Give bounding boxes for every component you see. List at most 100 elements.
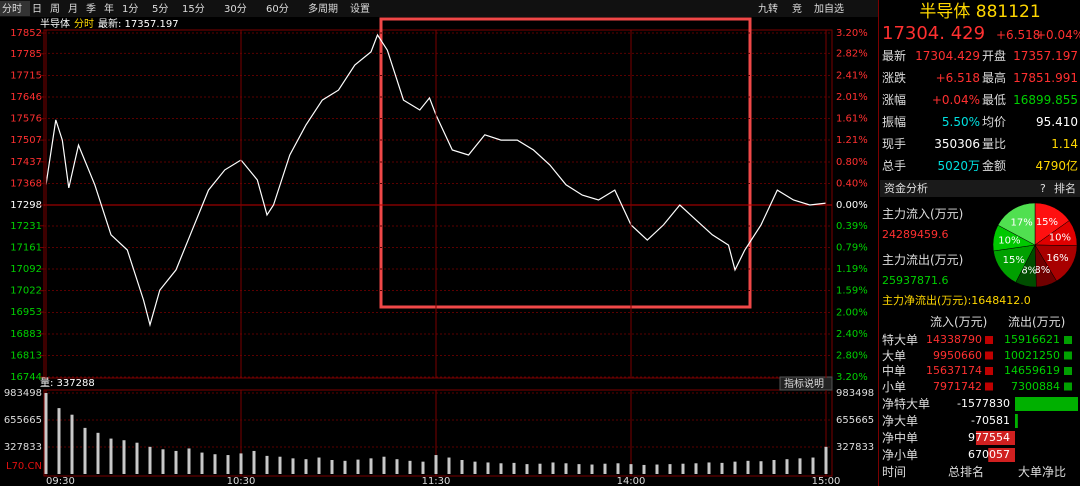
quote-price: 17304. 429 bbox=[882, 23, 986, 44]
indicator-btn[interactable] bbox=[779, 376, 833, 391]
col-header: 流出(万元) bbox=[1008, 315, 1066, 329]
volume-bar bbox=[44, 393, 48, 474]
quote-key: 总手 bbox=[882, 159, 907, 173]
volume-bar bbox=[421, 461, 425, 474]
pie-label: 8% bbox=[1021, 265, 1037, 276]
pie-label: 10% bbox=[1049, 232, 1071, 243]
y2-tick-label: 1.59% bbox=[836, 285, 868, 296]
quote-key: 涨幅 bbox=[882, 93, 907, 107]
outflow-cell: 10021250 bbox=[1004, 348, 1060, 362]
volume-bar bbox=[772, 459, 776, 474]
volume-bar bbox=[811, 457, 815, 474]
y2-tick-label: 0.40% bbox=[836, 179, 868, 190]
outflow-cell: 15916621 bbox=[1004, 333, 1060, 346]
y2-tick-label: 1.19% bbox=[836, 264, 868, 275]
tab[interactable]: 日 bbox=[32, 4, 42, 15]
y-tick-label: 983498 bbox=[4, 388, 42, 399]
quote-value: 1.14 bbox=[1051, 137, 1078, 151]
quote-value: 17357.197 bbox=[1013, 49, 1078, 63]
volume-bar bbox=[226, 455, 230, 474]
row-label: 特大单 bbox=[882, 333, 919, 347]
inflow-label: 主力流入(万元) bbox=[882, 207, 964, 221]
volume-bar bbox=[278, 456, 282, 474]
quote-key: 最高 bbox=[982, 71, 1007, 85]
cell-marker bbox=[985, 351, 993, 360]
y2-tick-label: 0.39% bbox=[836, 221, 868, 232]
volume-bar bbox=[434, 455, 438, 474]
tab[interactable]: 15分 bbox=[182, 3, 205, 15]
tab[interactable]: 5分 bbox=[152, 3, 168, 15]
volume-bar bbox=[473, 461, 477, 474]
volume-bar bbox=[369, 458, 373, 474]
net-value: 977554 bbox=[968, 431, 1010, 444]
pie-label: 16% bbox=[1046, 253, 1068, 264]
cell-marker bbox=[1064, 382, 1072, 391]
volume-bar bbox=[733, 461, 737, 474]
tab[interactable]: 多周期 bbox=[308, 2, 338, 15]
volume-frame bbox=[43, 389, 833, 477]
watermark: L70.CN bbox=[6, 461, 42, 472]
volume-bar bbox=[200, 452, 204, 474]
volume-bar bbox=[83, 427, 87, 474]
quote-key: 开盘 bbox=[982, 49, 1007, 63]
tab[interactable]: 30分 bbox=[224, 3, 247, 15]
y-tick-label: 17437 bbox=[10, 157, 42, 168]
inflow-cell: 9950660 bbox=[933, 348, 982, 362]
col-header: 流入(万元) bbox=[930, 315, 988, 329]
volume-bar bbox=[824, 446, 828, 474]
volume-title: 量: 337288 bbox=[40, 377, 95, 389]
y2-tick-label: 3.20% bbox=[836, 372, 868, 383]
cell-marker bbox=[1064, 367, 1072, 375]
cell-marker bbox=[985, 336, 993, 344]
x-tick-label: 14:00 bbox=[617, 476, 646, 486]
y-tick-label: 17576 bbox=[10, 114, 42, 125]
tab[interactable]: 60分 bbox=[266, 3, 289, 15]
y-tick-label: 17715 bbox=[10, 71, 42, 82]
quote-change: +6.518 bbox=[996, 28, 1041, 42]
volume-bar bbox=[512, 462, 516, 474]
volume-bar bbox=[356, 459, 360, 474]
action[interactable]: 加自选 bbox=[814, 2, 844, 15]
quote-key: 最新 bbox=[882, 49, 907, 63]
tab[interactable]: 季 bbox=[86, 3, 96, 15]
y2-tick-label: 2.41% bbox=[836, 70, 868, 81]
y2-tick-label: 0.79% bbox=[836, 242, 868, 253]
volume-bar bbox=[70, 414, 74, 474]
pie-label: 10% bbox=[998, 235, 1020, 246]
y-tick-label: 16813 bbox=[10, 351, 42, 362]
tab[interactable]: 月 bbox=[68, 3, 78, 15]
row-label: 小单 bbox=[882, 379, 907, 394]
indicator-label: 指标说明 bbox=[784, 377, 824, 390]
volume-bar bbox=[759, 461, 763, 474]
tab[interactable]: 分时 bbox=[2, 3, 22, 15]
latest-price: 最新: 17357.197 bbox=[98, 17, 179, 30]
cell-marker bbox=[985, 382, 993, 391]
y-tick-label: 17231 bbox=[10, 221, 42, 232]
tab[interactable]: 周 bbox=[50, 3, 60, 15]
y-tick-label: 17785 bbox=[10, 49, 42, 60]
y-tick-label: 17368 bbox=[10, 178, 42, 189]
cell-marker bbox=[1064, 351, 1072, 360]
action[interactable]: 九转 bbox=[758, 2, 778, 15]
quote-key: 涨跌 bbox=[882, 71, 907, 85]
volume-bar bbox=[343, 460, 347, 474]
y2-tick-label: 3.20% bbox=[836, 28, 868, 39]
volume-bar bbox=[57, 408, 61, 474]
net-bar bbox=[1015, 397, 1078, 411]
y-tick-label: 17092 bbox=[10, 264, 42, 275]
volume-bar bbox=[395, 459, 399, 474]
tab[interactable]: 1分 bbox=[122, 3, 138, 15]
tab[interactable]: 设置 bbox=[350, 3, 370, 15]
volume-bar bbox=[239, 453, 243, 474]
row-label: 大单 bbox=[882, 348, 907, 363]
action[interactable]: 竞 bbox=[792, 2, 802, 15]
tab[interactable]: 年 bbox=[104, 2, 114, 15]
plot-frame bbox=[43, 29, 833, 379]
y2-tick-label: 327833 bbox=[836, 442, 874, 453]
quote-name: 半导体 881121 bbox=[919, 2, 1041, 22]
volume-bar bbox=[330, 459, 334, 474]
chart-subtitle: 分时 bbox=[74, 18, 94, 30]
volume-bar bbox=[668, 464, 672, 474]
volume-bar bbox=[564, 463, 568, 474]
y-tick-label: 17646 bbox=[10, 92, 42, 103]
